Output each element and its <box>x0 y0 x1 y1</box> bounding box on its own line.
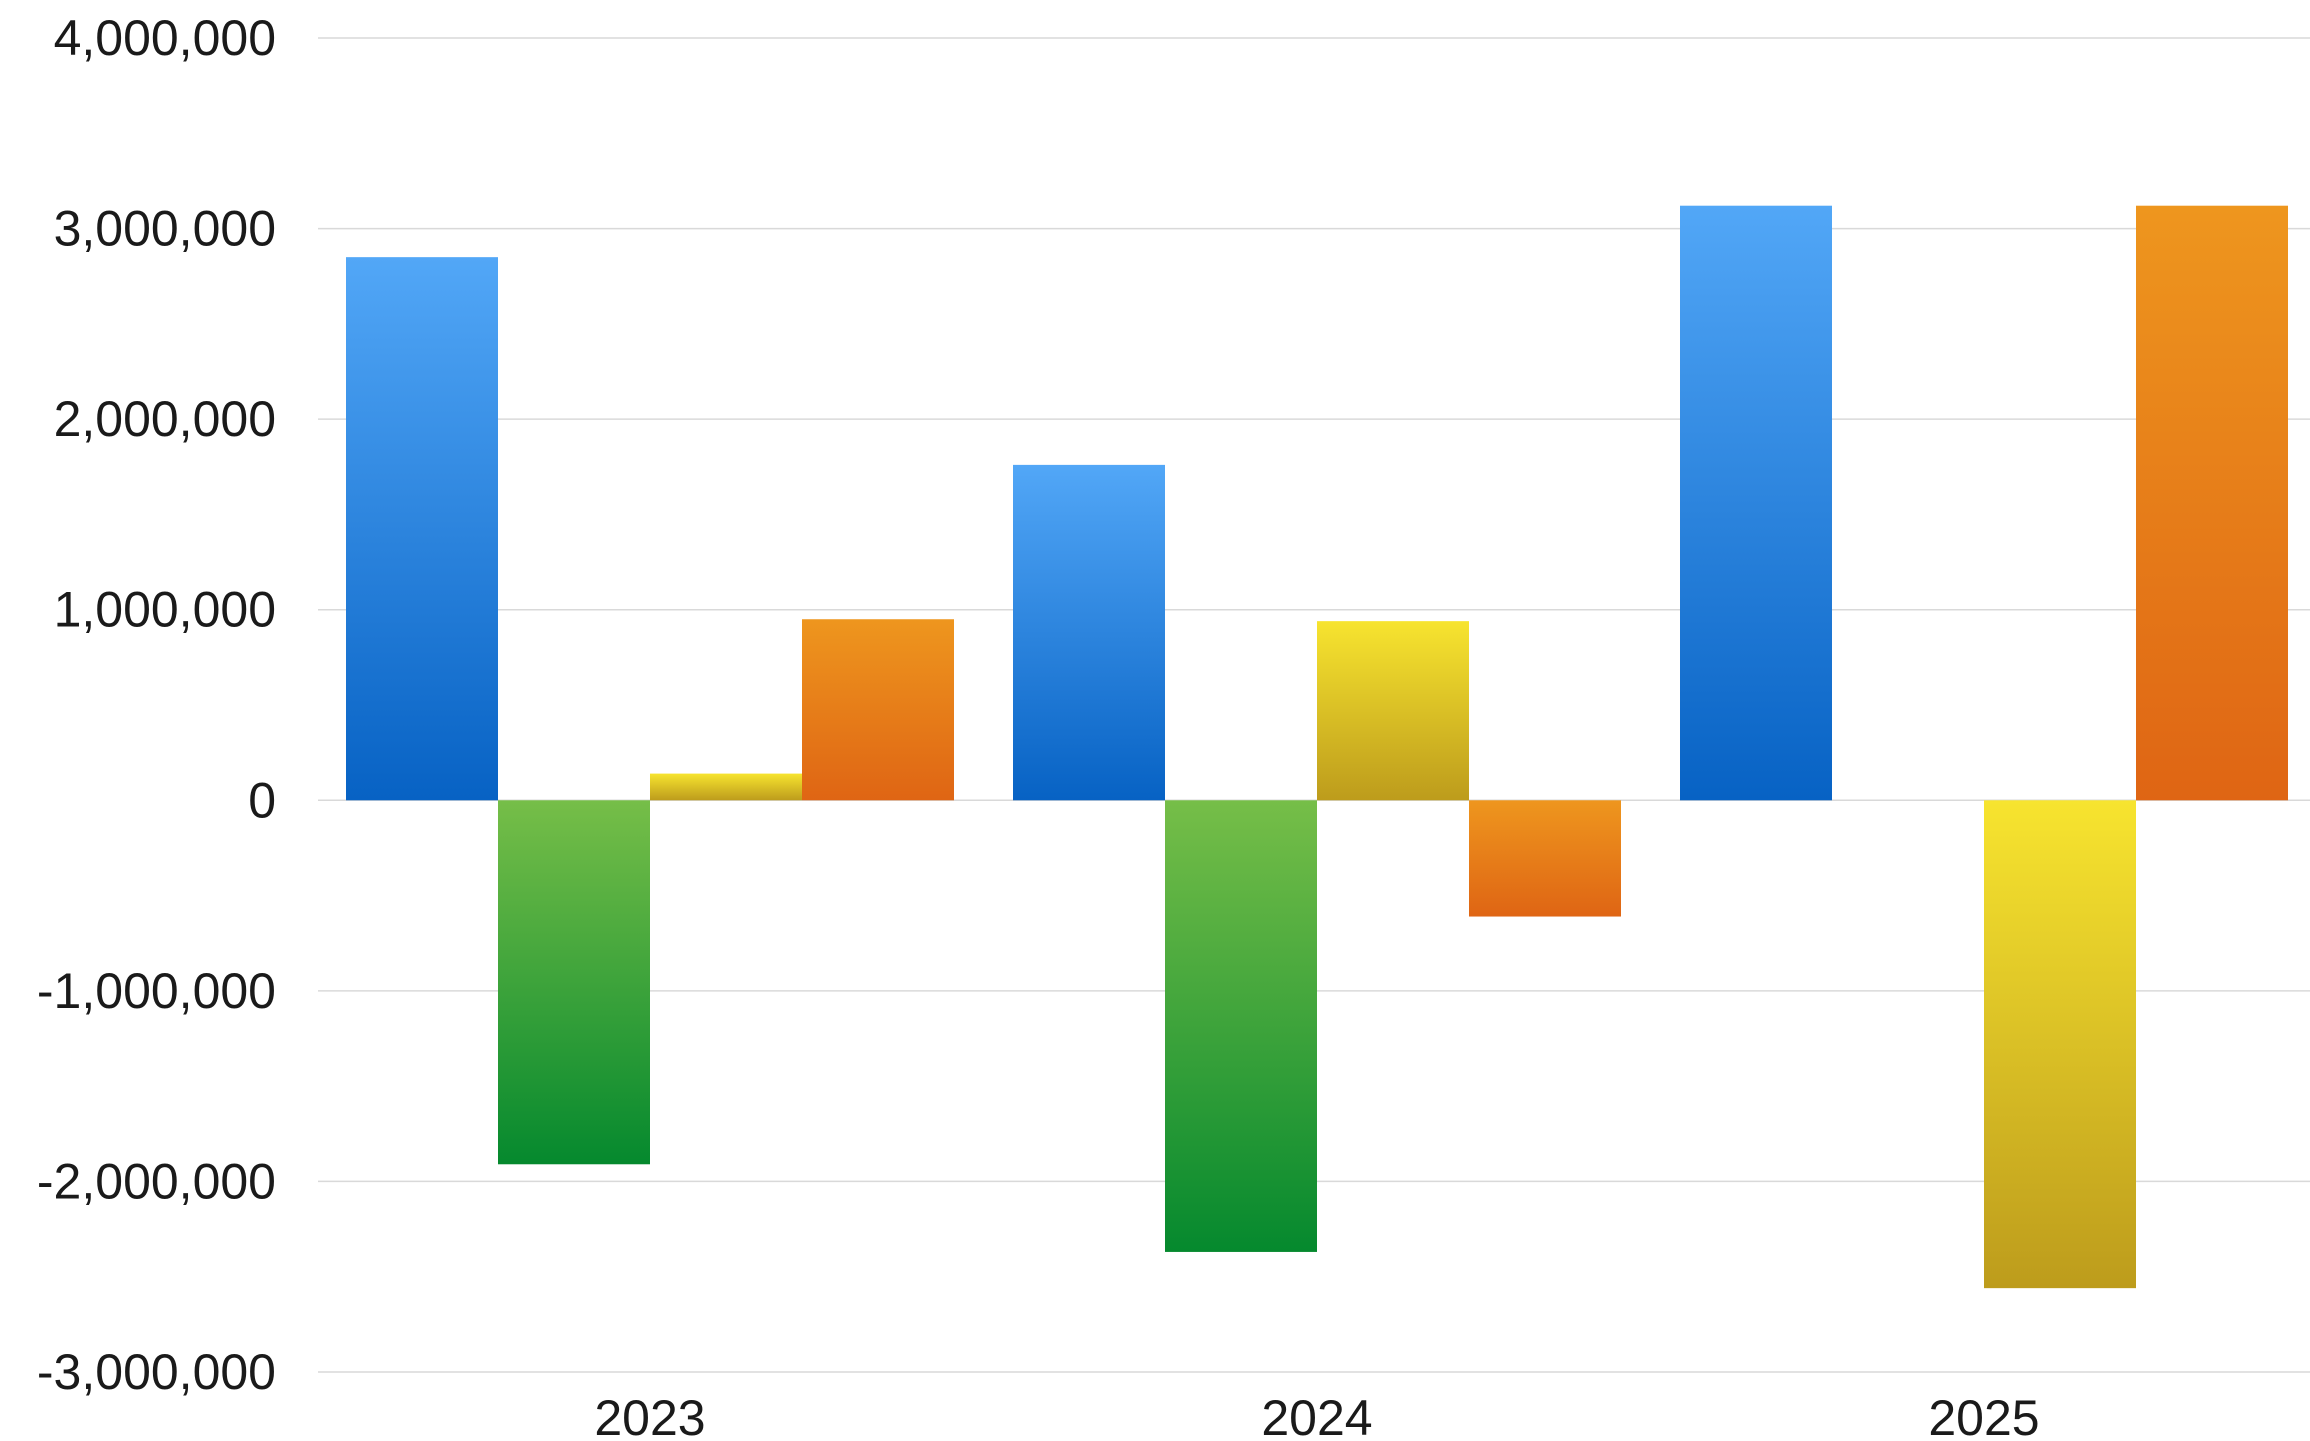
y-tick-label: -3,000,000 <box>37 1344 276 1400</box>
x-tick-label: 2023 <box>594 1390 705 1441</box>
y-tick-label: -2,000,000 <box>37 1153 276 1209</box>
bar-2023-series-1 <box>346 257 498 801</box>
x-tick-label: 2025 <box>1928 1390 2039 1441</box>
y-tick-label: 2,000,000 <box>54 391 276 447</box>
bar-2024-series-4 <box>1469 800 1621 917</box>
y-tick-label: -1,000,000 <box>37 963 276 1019</box>
x-tick-label: 2024 <box>1261 1390 1372 1441</box>
bar-2023-series-2 <box>498 800 650 1165</box>
bars <box>346 205 2288 1289</box>
bar-2023-series-4 <box>802 619 954 801</box>
bar-2023-series-3 <box>650 773 802 801</box>
y-tick-label: 3,000,000 <box>54 201 276 257</box>
y-tick-label: 4,000,000 <box>54 10 276 66</box>
x-axis-tick-labels: 2023 2024 2025 <box>594 1390 2039 1441</box>
bar-2024-series-3 <box>1317 621 1469 801</box>
y-axis-tick-labels: 4,000,000 3,000,000 2,000,000 1,000,000 0 -1,… <box>37 10 276 1400</box>
bar-2024-series-2 <box>1165 800 1317 1252</box>
bar-2025-series-3 <box>1984 800 2136 1289</box>
bar-2025-series-4 <box>2136 205 2288 801</box>
y-tick-label: 0 <box>248 772 276 828</box>
bar-2024-series-1 <box>1013 464 1165 801</box>
bar-2025-series-1 <box>1680 205 1832 801</box>
y-tick-label: 1,000,000 <box>54 582 276 638</box>
